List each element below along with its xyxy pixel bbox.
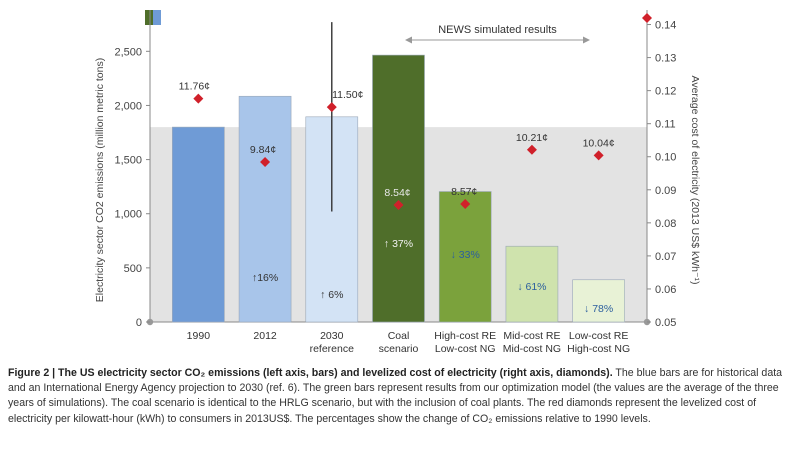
left-tick-label: 2,500 bbox=[114, 46, 142, 58]
right-tick-label: 0.14 bbox=[655, 20, 676, 32]
right-tick-label: 0.11 bbox=[655, 119, 676, 131]
left-tick-label: 1,500 bbox=[114, 155, 142, 167]
left-tick-label: 2,000 bbox=[114, 100, 142, 112]
cost-label-6: 10.04¢ bbox=[583, 137, 615, 149]
cost-diamond-4 bbox=[460, 199, 471, 210]
right-tick-label: 0.09 bbox=[655, 185, 676, 197]
legend-diamond bbox=[642, 13, 652, 23]
bar-0 bbox=[172, 126, 225, 323]
right-tick-label: 0.08 bbox=[655, 218, 676, 230]
cost-diamond-2 bbox=[326, 102, 337, 113]
cost-label-5: 10.21¢ bbox=[516, 132, 548, 144]
bar-6 bbox=[572, 279, 625, 323]
chart: 0 500 1,000 1,500 2,000 2,500 0.05 0.06 0.07 0.08… bbox=[94, 10, 701, 355]
category-label-4: High-cost RE bbox=[434, 330, 496, 342]
legend-swatch-green bbox=[145, 10, 153, 25]
annotation-arrowhead-left bbox=[405, 36, 412, 44]
category-label-6: Low-cost RE bbox=[569, 330, 629, 342]
annotation-text: NEWS simulated results bbox=[438, 24, 557, 36]
category-label-3: Coal bbox=[388, 330, 410, 342]
cost-diamond-3 bbox=[393, 199, 404, 210]
cost-diamond-5 bbox=[526, 144, 537, 155]
category-label-1: 2012 bbox=[253, 330, 277, 342]
bar-5 bbox=[505, 245, 559, 323]
cost-label-0: 11.76¢ bbox=[179, 81, 210, 93]
chart-svg: 0 500 1,000 1,500 2,000 2,500 0.05 0.06 0.07 0.08… bbox=[94, 10, 701, 355]
category-label-5: Mid-cost RE bbox=[503, 330, 560, 342]
cost-label-2: 11.50¢ bbox=[332, 89, 363, 101]
bar-1 bbox=[238, 95, 292, 323]
right-tick-label: 0.06 bbox=[655, 284, 676, 296]
caption-body: The blue bars are for historical data an… bbox=[8, 367, 783, 425]
category-label-0: 1990 bbox=[187, 330, 211, 342]
left-tick-label: 500 bbox=[124, 263, 142, 275]
left-axis-label: Electricity sector CO2 emissions (millio… bbox=[94, 58, 106, 302]
category-label-4: Low-cost NG bbox=[435, 343, 496, 355]
left-tick-label: 0 bbox=[136, 317, 142, 329]
change-label-4: ↓ 33% bbox=[451, 249, 480, 261]
right-axis-label: Average cost of electricity (2013 US$ kW… bbox=[689, 75, 701, 284]
cost-diamond-6 bbox=[593, 150, 604, 161]
cost-diamond-1 bbox=[260, 157, 271, 168]
legend-swatch-blue bbox=[153, 10, 161, 25]
cost-diamond-0 bbox=[193, 93, 204, 104]
right-tick-label: 0.13 bbox=[655, 53, 676, 65]
right-tick-label: 0.12 bbox=[655, 86, 676, 98]
cost-label-1: 9.84¢ bbox=[250, 144, 276, 156]
bar-4 bbox=[438, 191, 492, 323]
change-label-3: ↑ 37% bbox=[384, 238, 413, 250]
caption-head: Figure 2 | The US electricity sector CO₂… bbox=[8, 367, 613, 379]
change-label-6: ↓ 78% bbox=[584, 303, 613, 315]
category-label-6: High-cost NG bbox=[567, 343, 630, 355]
change-label-2: ↑ 6% bbox=[320, 289, 343, 301]
category-label-2: reference bbox=[310, 343, 355, 355]
category-label-5: Mid-cost NG bbox=[503, 343, 561, 355]
right-tick-label: 0.05 bbox=[655, 317, 676, 329]
change-label-1: ↑16% bbox=[252, 272, 278, 284]
change-label-5: ↓ 61% bbox=[517, 281, 546, 293]
cost-label-4: 8.57¢ bbox=[451, 186, 477, 198]
right-tick-label: 0.07 bbox=[655, 251, 676, 263]
bar-3 bbox=[372, 54, 425, 323]
annotation-arrowhead-right bbox=[583, 36, 590, 44]
category-label-2: 2030 bbox=[320, 330, 344, 342]
left-tick-label: 1,000 bbox=[114, 209, 142, 221]
category-label-3: scenario bbox=[379, 343, 419, 355]
right-tick-label: 0.10 bbox=[655, 152, 676, 164]
figure-caption: Figure 2 | The US electricity sector CO₂… bbox=[8, 366, 794, 427]
cost-label-3: 8.54¢ bbox=[384, 187, 410, 199]
